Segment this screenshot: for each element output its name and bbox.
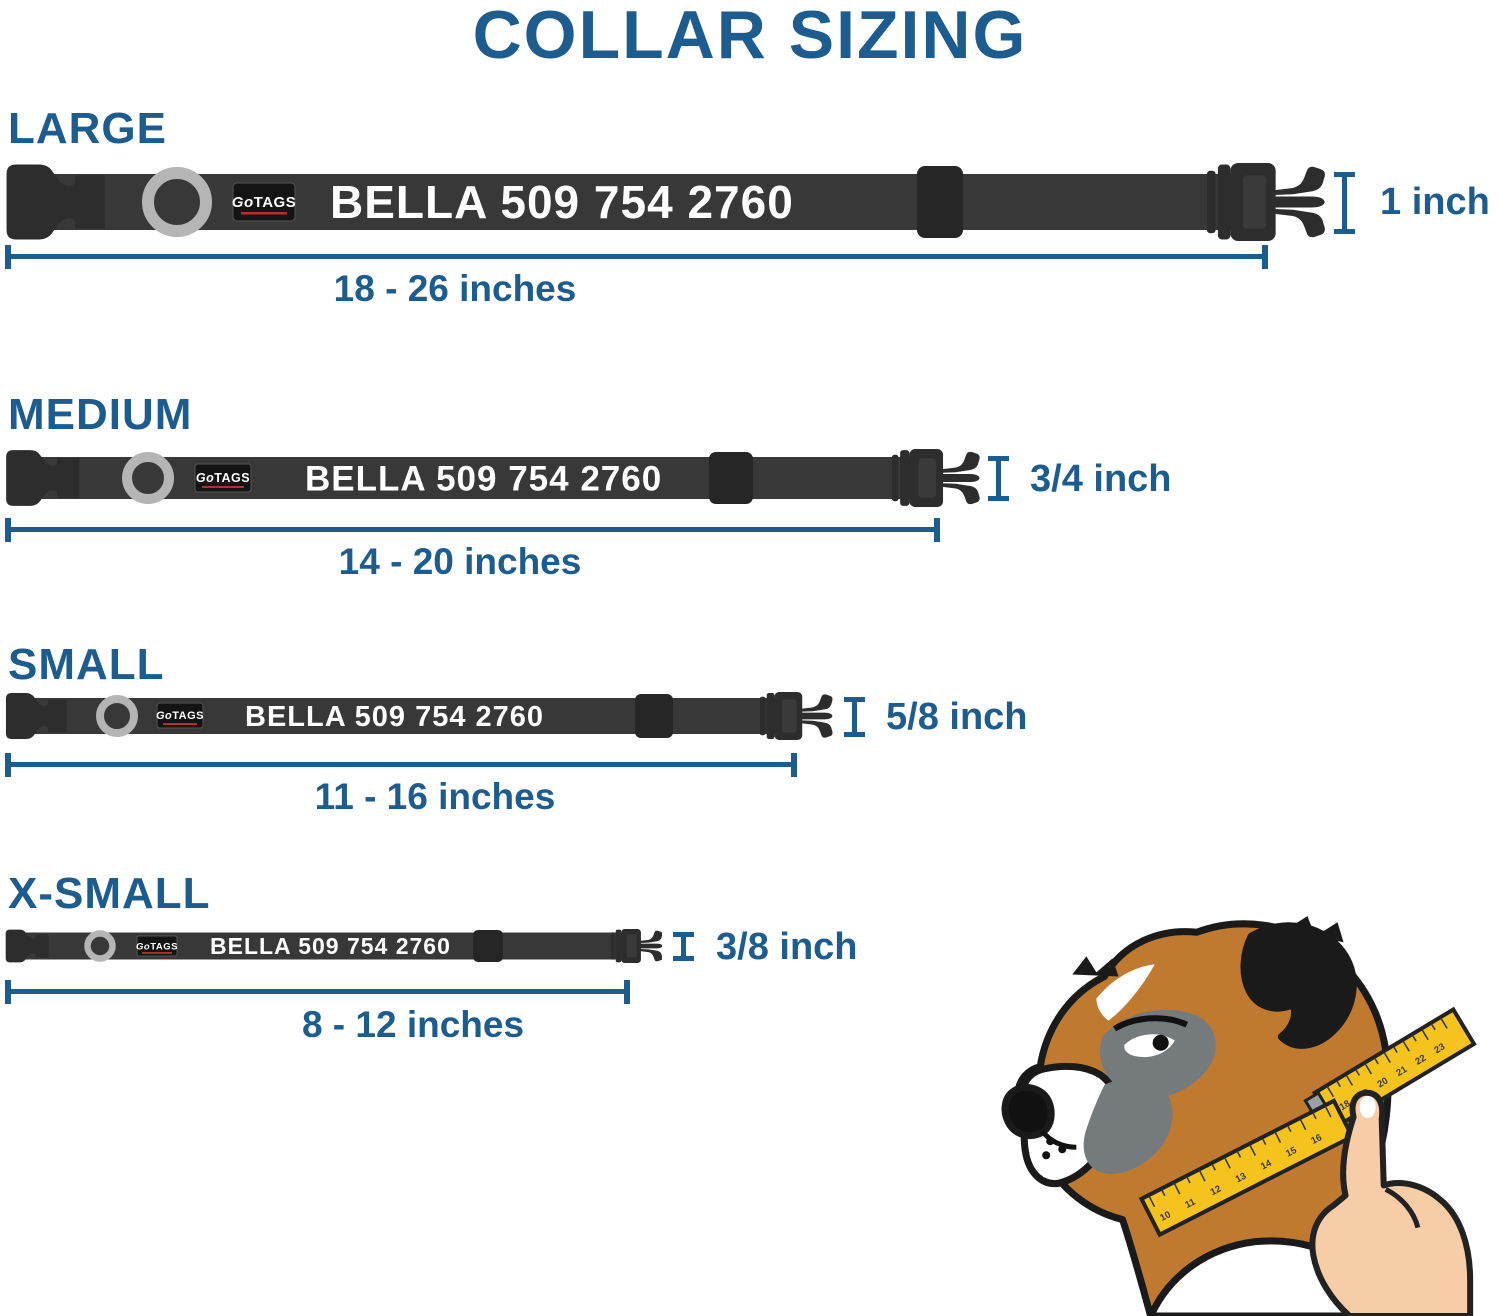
boxer-head xyxy=(1001,916,1398,1316)
male-buckle xyxy=(611,929,662,963)
nose xyxy=(1001,1083,1055,1139)
page-title: COLLAR SIZING xyxy=(472,0,1028,73)
size-label-medium: MEDIUM xyxy=(8,390,193,439)
slider xyxy=(709,452,753,504)
collar-strap xyxy=(25,698,785,734)
width-label: 3/8 inch xyxy=(716,926,858,968)
gotags-underline xyxy=(142,952,172,954)
length-label: 14 - 20 inches xyxy=(338,541,582,582)
gotags-patch xyxy=(136,935,178,957)
width-indicator xyxy=(988,456,1009,501)
tape-number: 18 xyxy=(1338,1098,1353,1113)
tape-number: 16 xyxy=(1309,1132,1323,1147)
male-buckle xyxy=(1207,163,1325,241)
length-label: 8 - 12 inches xyxy=(301,1004,525,1045)
gotags-underline xyxy=(163,723,197,725)
tape-number: 20 xyxy=(1375,1075,1390,1090)
length-label: 11 - 16 inches xyxy=(314,776,556,817)
gotags-patch xyxy=(194,463,252,493)
d-ring xyxy=(96,695,138,737)
fingernail xyxy=(1359,1095,1376,1119)
collar-graphic-xsmall: GoTAGS BELLA 509 754 2760 xyxy=(5,929,662,963)
width-label: 5/8 inch xyxy=(886,696,1028,738)
tape-number: 13 xyxy=(1234,1171,1248,1186)
gotags-logo-text: GoTAGS xyxy=(196,471,250,485)
d-ring xyxy=(122,452,174,504)
gotags-logo-text: GoTAGS xyxy=(232,194,296,211)
size-label-xsmall: X-SMALL xyxy=(8,869,211,918)
male-buckle xyxy=(892,449,980,507)
length-label: 18 - 26 inches xyxy=(333,268,577,309)
collar-graphic-large: GoTAGS BELLA 509 754 2760 xyxy=(6,163,1325,241)
d-ring xyxy=(142,167,212,237)
personalized-text: BELLA 509 754 2760 xyxy=(305,460,662,499)
gotags-logo-text: GoTAGS xyxy=(136,942,178,953)
eye xyxy=(1152,1034,1169,1051)
width-indicator xyxy=(673,932,694,961)
forehead-blaze xyxy=(1096,964,1155,1021)
personalized-text: BELLA 509 754 2760 xyxy=(330,176,794,228)
width-label: 1 inch xyxy=(1380,181,1490,223)
collar-graphic-medium: GoTAGS BELLA 509 754 2760 xyxy=(6,449,980,507)
slider xyxy=(473,930,503,962)
length-line xyxy=(5,979,630,1004)
gotags-underline xyxy=(202,486,244,488)
slider xyxy=(917,166,963,238)
tape-number: 22 xyxy=(1413,1053,1428,1068)
personalized-text: BELLA 509 754 2760 xyxy=(210,933,451,959)
tape-number: 10 xyxy=(1158,1209,1172,1224)
d-ring xyxy=(84,930,116,962)
tape-number: 12 xyxy=(1209,1184,1223,1199)
width-indicator xyxy=(844,697,865,737)
length-line xyxy=(5,517,940,542)
slider xyxy=(635,694,673,738)
size-label-small: SMALL xyxy=(8,640,165,689)
gotags-patch xyxy=(232,182,296,222)
personalized-text: BELLA 509 754 2760 xyxy=(245,701,544,733)
length-line xyxy=(5,244,1268,269)
tape-number: 23 xyxy=(1432,1041,1447,1056)
gotags-logo-text: GoTAGS xyxy=(156,710,204,722)
gotags-patch xyxy=(156,702,204,729)
collar-graphic-small: GoTAGS BELLA 509 754 2760 xyxy=(5,692,833,740)
length-line xyxy=(5,752,797,777)
male-buckle xyxy=(760,692,833,740)
size-label-large: LARGE xyxy=(8,104,167,153)
hand xyxy=(1309,1089,1474,1316)
ear xyxy=(1240,922,1357,1049)
gotags-underline xyxy=(241,212,287,215)
width-label: 3/4 inch xyxy=(1030,458,1172,500)
width-indicator xyxy=(1334,172,1355,234)
